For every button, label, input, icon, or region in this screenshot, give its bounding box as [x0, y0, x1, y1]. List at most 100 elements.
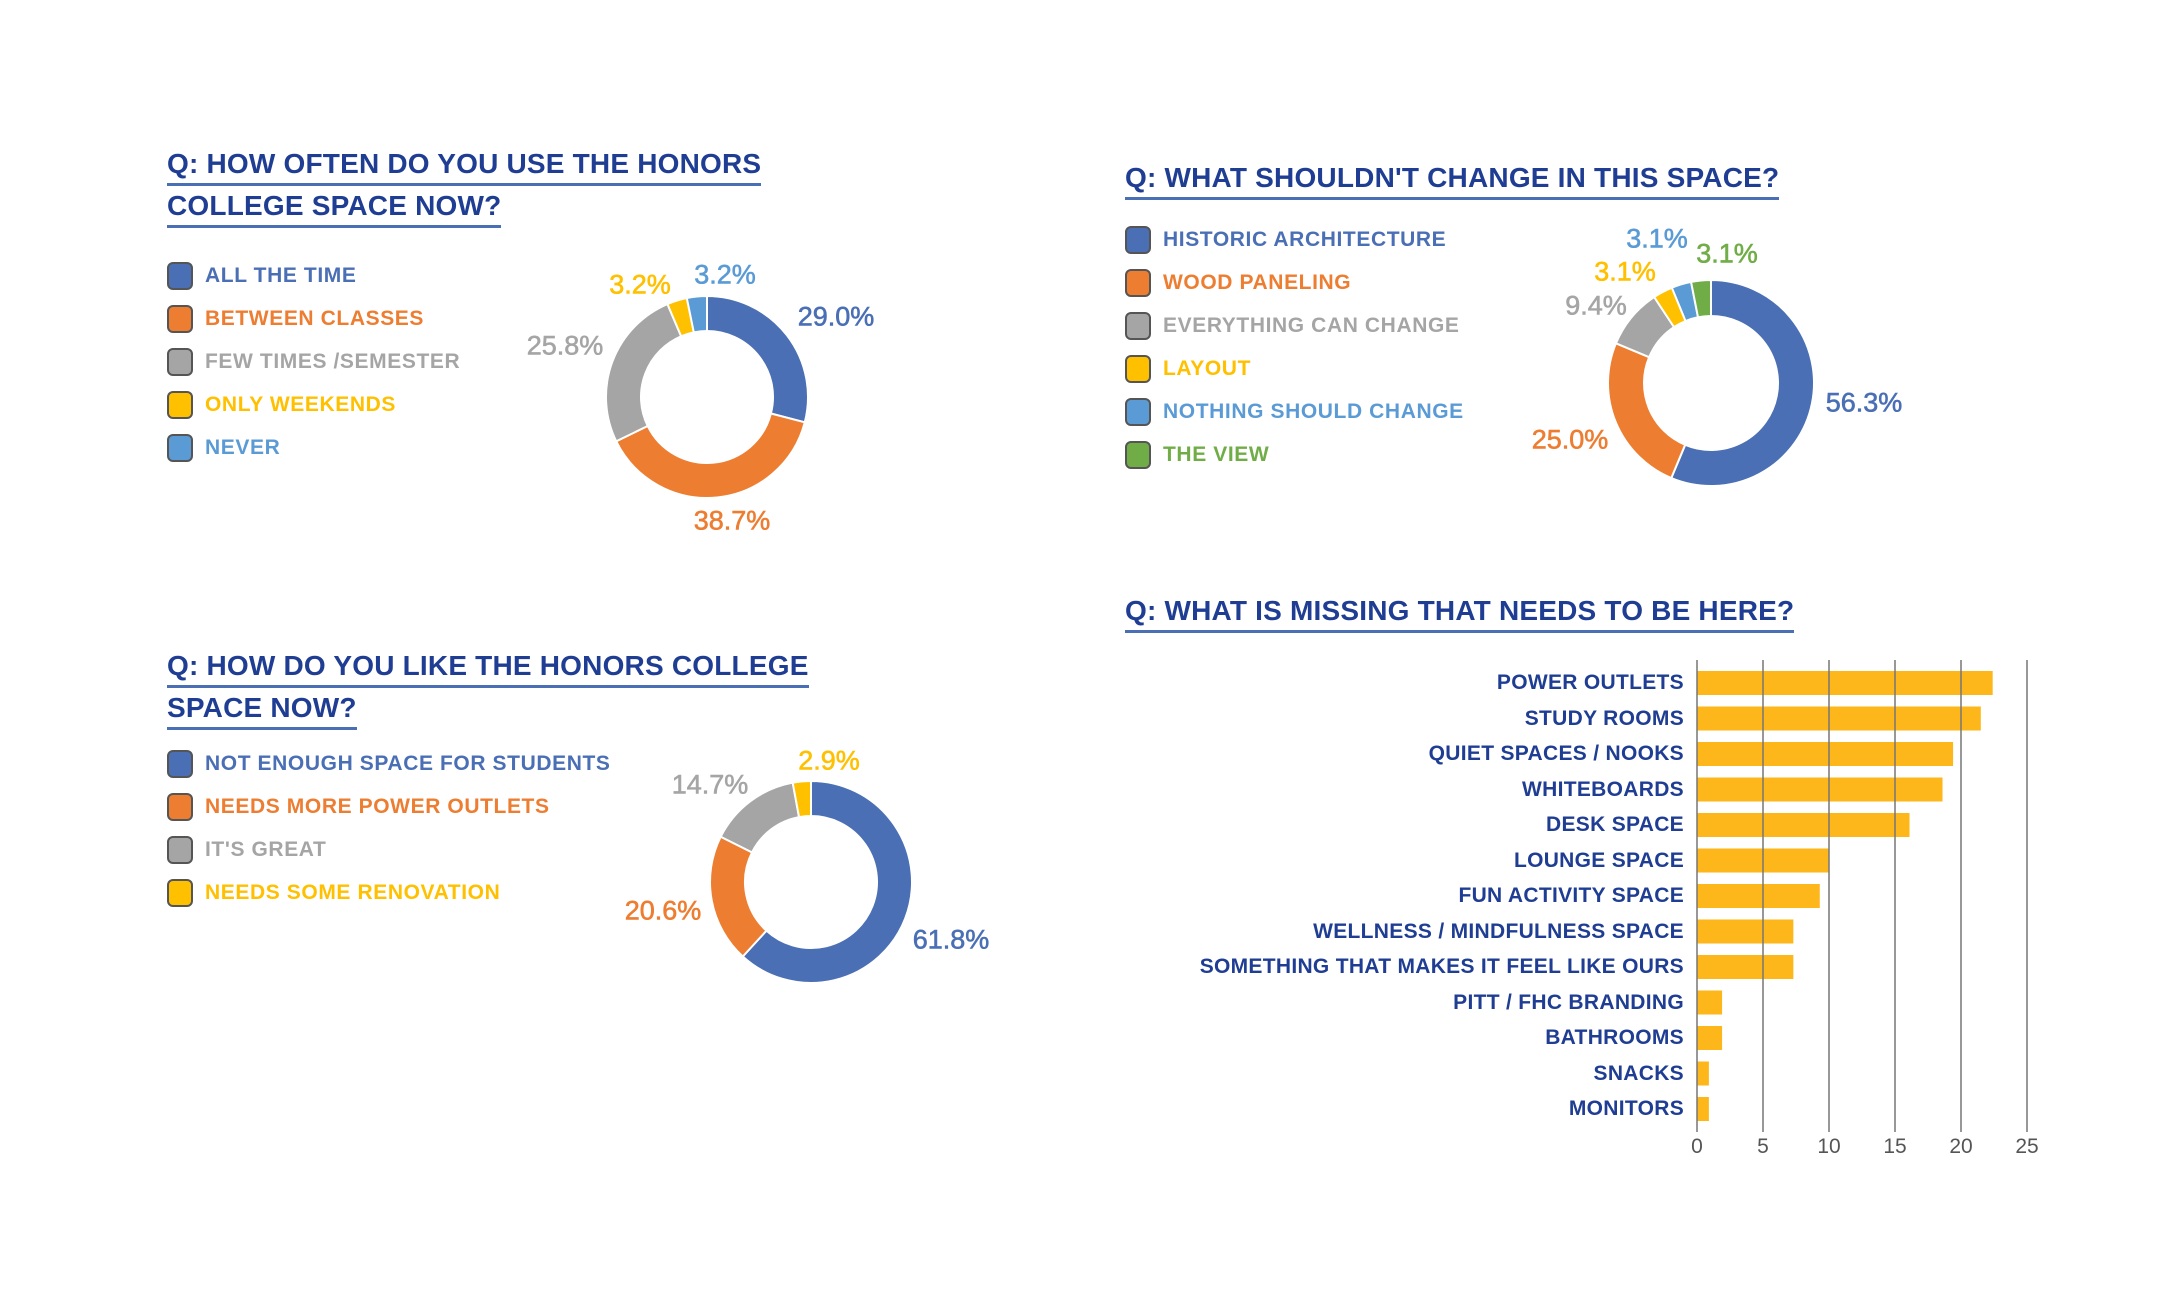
category-label: DESK SPACE: [1546, 813, 1684, 836]
category-label: BATHROOMS: [1545, 1026, 1684, 1049]
legend-swatch: [167, 793, 193, 821]
donut-slice-not-enough-space-for-students: [741, 779, 913, 984]
legend-label: ONLY WEEKENDS: [205, 393, 397, 416]
legend-swatch: [167, 434, 193, 462]
chart2-title: Q: WHAT SHOULDN'T CHANGE IN THIS SPACE?: [1125, 160, 1780, 202]
category-label: FUN ACTIVITY SPACE: [1458, 884, 1684, 907]
legend-label: EVERYTHING CAN CHANGE: [1163, 314, 1460, 337]
chart1-title-line2: COLLEGE SPACE NOW?: [167, 188, 502, 228]
legend-label: ALL THE TIME: [205, 264, 357, 287]
legend-label: THE VIEW: [1163, 443, 1270, 466]
chart3-label-great: 14.7%: [671, 769, 749, 800]
chart3-title-line1: Q: HOW DO YOU LIKE THE HONORS COLLEGE: [167, 648, 809, 688]
chart1-title-line1: Q: HOW OFTEN DO YOU USE THE HONORS: [167, 146, 762, 186]
bar-study-rooms: [1697, 706, 1981, 731]
legend-label: NOT ENOUGH SPACE FOR STUDENTS: [205, 752, 611, 775]
chart3-label-not-enough: 61.8%: [912, 924, 990, 955]
x-tick-label: 15: [1883, 1135, 1907, 1158]
legend-item-needs-more-power-outlets: NEEDS MORE POWER OUTLETS: [167, 792, 550, 822]
chart3-title: Q: HOW DO YOU LIKE THE HONORS COLLEGE SP…: [167, 648, 809, 732]
category-label: SOMETHING THAT MAKES IT FEEL LIKE OURS: [1199, 955, 1684, 978]
chart2-label-historic: 56.3%: [1825, 387, 1903, 418]
legend-item-only-weekends: ONLY WEEKENDS: [167, 390, 396, 420]
legend-swatch: [1125, 441, 1151, 469]
bar-monitors: [1697, 1097, 1709, 1121]
chart2-label-nothing: 3.1%: [1626, 223, 1688, 254]
chart2-label-layout: 3.1%: [1594, 256, 1656, 287]
legend-item-the-view: THE VIEW: [1125, 440, 1269, 470]
category-label: PITT / FHC BRANDING: [1453, 990, 1684, 1014]
category-label: QUIET SPACES / NOOKS: [1428, 742, 1684, 765]
x-tick-label: 0: [1691, 1135, 1703, 1158]
chart1-label-all-the-time: 29.0%: [797, 301, 875, 332]
chart4-title: Q: WHAT IS MISSING THAT NEEDS TO BE HERE…: [1125, 593, 1795, 635]
legend-item-wood-paneling: WOOD PANELING: [1125, 268, 1351, 298]
legend-item-everything-can-change: EVERYTHING CAN CHANGE: [1125, 311, 1460, 341]
legend-item-never: NEVER: [167, 433, 280, 463]
legend-swatch: [167, 305, 193, 333]
chart2-label-wood: 25.0%: [1531, 424, 1609, 455]
bar-snacks: [1697, 1061, 1709, 1086]
legend-swatch: [167, 879, 193, 907]
legend-label: FEW TIMES /SEMESTER: [205, 350, 461, 373]
chart3-label-renovation: 2.9%: [798, 745, 860, 776]
legend-swatch: [167, 262, 193, 290]
x-tick-label: 20: [1949, 1135, 1973, 1158]
chart1-label-never: 3.2%: [694, 259, 756, 290]
legend-label: NEVER: [205, 436, 281, 459]
chart3-label-outlets: 20.6%: [624, 895, 702, 926]
chart1-label-between-classes: 38.7%: [693, 505, 771, 536]
legend-item-not-enough-space-for-students: NOT ENOUGH SPACE FOR STUDENTS: [167, 749, 611, 779]
legend-label: BETWEEN CLASSES: [205, 307, 425, 330]
x-tick-label: 10: [1817, 1135, 1841, 1158]
category-label: SNACKS: [1593, 1061, 1684, 1085]
bar-pitt-fhc-branding: [1697, 990, 1723, 1015]
category-label: WHITEBOARDS: [1522, 777, 1684, 801]
legend-swatch: [167, 348, 193, 376]
category-label: WELLNESS / MINDFULNESS SPACE: [1313, 919, 1684, 943]
legend-swatch: [1125, 269, 1151, 297]
donut-slice-historic-architecture: [1669, 278, 1815, 487]
donut-slice-the-view: [1689, 278, 1712, 319]
legend-swatch: [1125, 226, 1151, 254]
legend-label: NEEDS MORE POWER OUTLETS: [205, 795, 550, 818]
chart1-label-only-weekends: 3.2%: [609, 269, 671, 300]
chart4-title-line1: Q: WHAT IS MISSING THAT NEEDS TO BE HERE…: [1125, 593, 1795, 633]
legend-item-layout: LAYOUT: [1125, 354, 1251, 384]
chart2-label-view: 3.1%: [1696, 238, 1758, 269]
chart3-title-line2: SPACE NOW?: [167, 690, 357, 730]
bar-fun-activity-space: [1697, 884, 1820, 908]
chart1-label-few-times: 25.8%: [526, 330, 604, 361]
legend-item-all-the-time: ALL THE TIME: [167, 261, 356, 291]
chart2-label-everything: 9.4%: [1565, 290, 1627, 321]
legend-item-historic-architecture: HISTORIC ARCHITECTURE: [1125, 225, 1446, 255]
legend-item-between-classes: BETWEEN CLASSES: [167, 304, 424, 334]
category-label: POWER OUTLETS: [1496, 671, 1684, 694]
bar-bathrooms: [1697, 1026, 1723, 1050]
legend-label: NOTHING SHOULD CHANGE: [1163, 400, 1464, 423]
bar-something-that-makes-it-feel-like-ours: [1697, 955, 1794, 979]
legend-swatch: [1125, 355, 1151, 383]
bar-whiteboards: [1697, 777, 1943, 802]
legend-swatch: [1125, 312, 1151, 340]
legend-swatch: [1125, 398, 1151, 426]
x-tick-label: 25: [2015, 1135, 2039, 1158]
legend-item-needs-some-renovation: NEEDS SOME RENOVATION: [167, 878, 500, 908]
chart1-title: Q: HOW OFTEN DO YOU USE THE HONORS COLLE…: [167, 146, 762, 230]
legend-item-nothing-should-change: NOTHING SHOULD CHANGE: [1125, 397, 1464, 427]
legend-swatch: [167, 391, 193, 419]
donut-slice-needs-some-renovation: [791, 779, 812, 819]
legend-label: IT'S GREAT: [205, 838, 327, 861]
legend-item-few-times-semester: FEW TIMES /SEMESTER: [167, 347, 460, 377]
x-tick-label: 5: [1757, 1135, 1769, 1158]
chart2-title-line1: Q: WHAT SHOULDN'T CHANGE IN THIS SPACE?: [1125, 160, 1780, 200]
bar-wellness-mindfulness-space: [1697, 919, 1794, 944]
category-label: STUDY ROOMS: [1524, 706, 1684, 730]
legend-label: NEEDS SOME RENOVATION: [205, 881, 501, 904]
donut-slice-between-classes: [614, 412, 807, 499]
category-label: MONITORS: [1568, 1097, 1684, 1120]
